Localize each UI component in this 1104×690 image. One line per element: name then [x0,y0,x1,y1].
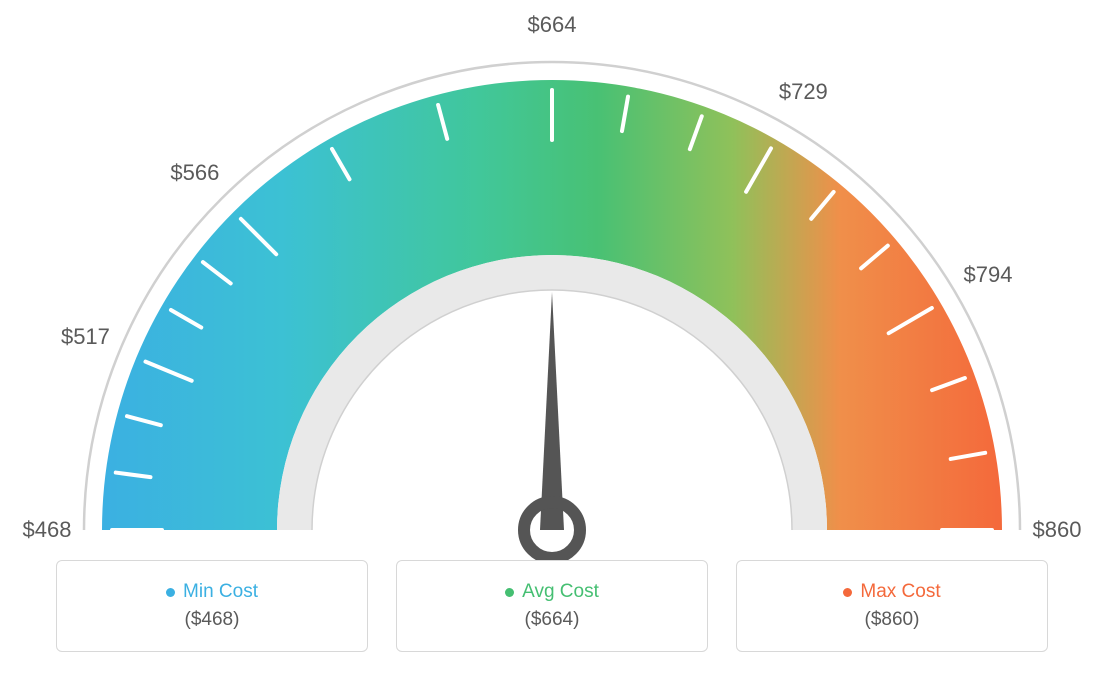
legend-dot-max [843,588,852,597]
gauge-tick-label: $729 [779,79,828,105]
gauge-tick-label: $860 [1033,517,1082,543]
cost-gauge: $468 $517 $566 $664 $729 $794 $860 [0,0,1104,560]
gauge-tick-label: $794 [964,262,1013,288]
legend-value-max: ($860) [865,609,920,631]
legend-title-avg: Avg Cost [505,581,599,603]
legend-value-min: ($468) [185,609,240,631]
legend-dot-avg [505,588,514,597]
legend-card-min: Min Cost ($468) [56,560,368,652]
legend-title-max: Max Cost [843,581,940,603]
legend-value-avg: ($664) [525,609,580,631]
legend-card-avg: Avg Cost ($664) [396,560,708,652]
gauge-tick-label: $468 [23,517,72,543]
gauge-tick-label: $517 [61,324,110,350]
gauge-tick-label: $566 [170,160,219,186]
gauge-svg [0,0,1104,560]
gauge-tick-label: $664 [528,12,577,38]
legend-title-min: Min Cost [166,581,258,603]
legend-label-min: Min Cost [183,581,258,603]
legend-row: Min Cost ($468) Avg Cost ($664) Max Cost… [0,560,1104,652]
legend-dot-min [166,588,175,597]
legend-label-max: Max Cost [860,581,940,603]
legend-card-max: Max Cost ($860) [736,560,1048,652]
legend-label-avg: Avg Cost [522,581,599,603]
